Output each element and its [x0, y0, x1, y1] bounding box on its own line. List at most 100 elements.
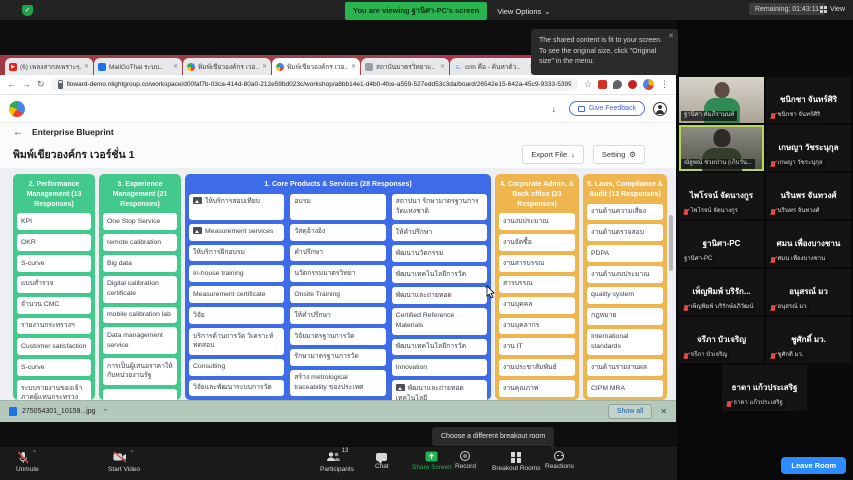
board-card[interactable]: วัสดุอ้างอิง — [290, 223, 386, 241]
breadcrumb-label[interactable]: Enterprise Blueprint — [32, 127, 114, 137]
view-options-button[interactable]: View Options ⌄ — [497, 7, 550, 16]
board-card[interactable]: Onsite Training — [290, 286, 386, 304]
participant-tile[interactable]: ชนิกชา จันทร์ศิริ ชนิกชา จันทร์ศิริ — [766, 77, 851, 123]
participant-tile[interactable]: ธาดา แก้วประเสริฐ ธาดา แก้วประเสริฐ — [722, 365, 807, 411]
give-feedback-button[interactable]: Give Feedback — [568, 101, 645, 116]
tab-google-crm[interactable]: G crm คือ - ค้นหาด้ว.. ✕ — [450, 58, 538, 75]
board-card[interactable]: ระบบรายงานของเจ้าภาคผู้แทนกระทรวง — [17, 380, 91, 400]
forward-arrow-icon[interactable]: → — [22, 79, 31, 89]
pin-extension-icon[interactable] — [613, 80, 622, 89]
board-card[interactable]: งานงบประมาณ — [499, 213, 575, 231]
participant-tile[interactable]: ศมน เพื่องบางชาน ศมน เพื่องบางชาน — [766, 221, 851, 267]
board-card[interactable]: รักษามาตรฐานการวัด — [290, 348, 386, 366]
board-card[interactable]: In-house training — [189, 265, 285, 283]
board-card[interactable]: Consulting — [189, 358, 285, 376]
downloaded-filename[interactable]: 275054301_10159...jpg — [22, 408, 96, 415]
board-card[interactable]: mobile calibration lab — [103, 306, 177, 324]
participant-tile[interactable]: จรีภา บัวเจริญ จรีภา บัวเจริญ — [679, 317, 764, 363]
board-card[interactable]: งาน IT — [499, 338, 575, 356]
board-card[interactable]: S-curve — [17, 359, 91, 377]
board-card[interactable]: พัฒนาและถ่ายทอด — [391, 287, 487, 304]
back-arrow-icon[interactable]: ← — [13, 126, 23, 138]
participant-tile[interactable]: ไพโรจน์ จัดนางกูร ไพโรจน์ จัดนางกูร — [679, 173, 764, 219]
board-card[interactable]: PDPA — [587, 245, 663, 263]
board-card[interactable]: อบรม — [290, 193, 386, 220]
board-card[interactable]: งานจัดซื้อ — [499, 234, 575, 252]
start-video-button[interactable]: ⌃ Start Video — [108, 450, 140, 473]
board-card[interactable]: International standards — [587, 328, 663, 356]
board-card[interactable]: งานบุคคล — [499, 296, 575, 314]
participant-tile[interactable]: อนุสรณ์ มว อนุสรณ์ มว — [766, 269, 851, 315]
tab-youtube[interactable]: ▶ (6) เพลงสากลเพราะๆ.. ✕ — [5, 58, 93, 75]
board-card[interactable]: สร้าง metrological traceability ของประเท… — [290, 369, 386, 397]
reactions-button[interactable]: Reactions — [545, 451, 574, 470]
tab-close-icon[interactable]: ✕ — [439, 64, 445, 70]
participant-tile[interactable]: เพ็ญพิมพ์ บริรัก... เพ็ญพิมพ์ บริรักษ์อภ… — [679, 269, 764, 315]
board-card[interactable]: งานประชาสัมพันธ์ — [499, 359, 575, 377]
chat-button[interactable]: Chat — [375, 451, 389, 470]
board-card[interactable]: วิจัยมาตรฐานการวัด — [290, 328, 386, 345]
browser-menu-icon[interactable]: ⋮ — [660, 79, 669, 89]
back-arrow-icon[interactable]: ← — [7, 79, 16, 89]
board-card[interactable]: quality system — [587, 286, 663, 304]
board-card[interactable]: พัฒนาและถ่ายทอดเทคโนโลยี — [391, 380, 487, 400]
board-card[interactable]: บริการด้านการวัด วิเคราะห์ ทดสอบ — [189, 328, 285, 355]
board-card[interactable]: Certified Reference Materials — [391, 307, 487, 335]
security-shield-icon[interactable]: ✓ — [22, 5, 33, 16]
participants-button[interactable]: 13 Participants — [320, 448, 354, 473]
bookmark-star-icon[interactable]: ☆ — [583, 79, 592, 89]
tab-close-icon[interactable]: ✕ — [172, 64, 178, 70]
tab-blueprint-active[interactable]: พิมพ์เขียวองค์กร เวอ.. ✕ — [272, 58, 360, 75]
tab-close-icon[interactable]: ✕ — [261, 64, 267, 70]
board-card[interactable]: Innovation — [391, 359, 487, 377]
board-card[interactable]: Data management service — [103, 327, 177, 355]
board-card[interactable]: แบบสำรวจ — [17, 275, 91, 293]
board-card[interactable]: OKR — [17, 234, 91, 252]
board-card[interactable]: ให้บริการสอบเทียบ — [189, 193, 285, 220]
board-card[interactable]: พัฒนาเทคโนโลยีการวัด — [391, 338, 487, 356]
board-card[interactable]: Measurement services — [189, 223, 285, 241]
tab-mailgothai[interactable]: MailGoThai ระบบ.. ✕ — [94, 58, 182, 75]
close-icon[interactable]: ✕ — [668, 33, 674, 40]
download-caret-icon[interactable]: ⌃ — [102, 408, 109, 416]
participant-tile[interactable]: ณัฐพณ์ ช่วยป่าน (เก็บวัน... — [679, 125, 764, 171]
board-card[interactable]: ให้คำปรึกษา — [391, 224, 487, 242]
board-card[interactable]: CIPM MRA — [587, 380, 663, 398]
board-card[interactable]: Big data — [103, 255, 177, 272]
board-scrollbar[interactable] — [669, 215, 673, 271]
board-card[interactable]: งานด้านรายงานผล — [587, 359, 663, 377]
download-icon[interactable]: ↓ — [551, 103, 557, 114]
share-screen-button[interactable]: Share Screen — [412, 451, 452, 471]
board-card[interactable]: สารบรรณ — [499, 275, 575, 293]
board-card[interactable]: งานด้านความเสี่ยง — [587, 203, 663, 221]
participant-tile[interactable]: ฐานิศา-PC ฐานิศา-PC — [679, 221, 764, 267]
board-card[interactable]: กฎหมาย — [587, 307, 663, 325]
board-card[interactable]: งานด้านงบประมาณ — [587, 266, 663, 283]
participant-tile[interactable]: เกษญา วัชระนุกุล เกษญา วัชระนุกุล — [766, 125, 851, 171]
board-card[interactable]: งานสารบรรณ — [499, 255, 575, 272]
board-card[interactable]: ให้บริการฝึกอบรม — [189, 244, 285, 262]
board-card[interactable]: One Stop Service — [103, 213, 177, 231]
chevron-up-icon[interactable]: ⌃ — [31, 450, 38, 457]
gallery-view-button[interactable]: View — [817, 3, 848, 15]
board-card[interactable]: วิจัยและพัฒนาระบบการวัด — [189, 379, 285, 397]
tab-blueprint-1[interactable]: พิมพ์เขียวองค์กร เวอ.. ✕ — [183, 58, 271, 75]
reload-icon[interactable]: ↻ — [37, 79, 45, 89]
board-card[interactable]: Customer satisfaction — [17, 338, 91, 356]
chevron-up-icon[interactable]: ⌃ — [129, 450, 135, 457]
column-header[interactable]: 5. Laws, Compliance & Audit (13 Response… — [587, 181, 663, 198]
board-card[interactable]: สถาปนา รักษามาตรฐานการวัดแห่งชาติ — [391, 193, 487, 221]
participant-tile[interactable]: นรินพร จันทวงศ์ นรินพร จันทวงศ์ — [766, 173, 851, 219]
close-download-bar-icon[interactable]: ✕ — [660, 407, 667, 416]
address-bar[interactable]: floward-demo.nlightgroup.co/workspace/d0… — [50, 78, 578, 91]
board-card[interactable]: KPI — [17, 213, 91, 231]
board-card[interactable]: remote calibration — [103, 234, 177, 252]
board-card[interactable]: Measurement certificate — [189, 286, 285, 304]
account-avatar-icon[interactable] — [653, 101, 667, 116]
tab-close-icon[interactable]: ✕ — [350, 64, 356, 70]
participant-tile[interactable]: ชูศักดิ์ มว. ชูศักดิ์ มว. — [766, 317, 851, 363]
record-button[interactable]: Record — [455, 451, 476, 470]
board-card[interactable]: นวัตกรรมมาตรวิทยา — [290, 265, 386, 283]
column-header[interactable]: 4. Corporate Admin. & Back office (23 Re… — [500, 181, 574, 208]
board-card[interactable]: วิจัย — [189, 307, 285, 325]
